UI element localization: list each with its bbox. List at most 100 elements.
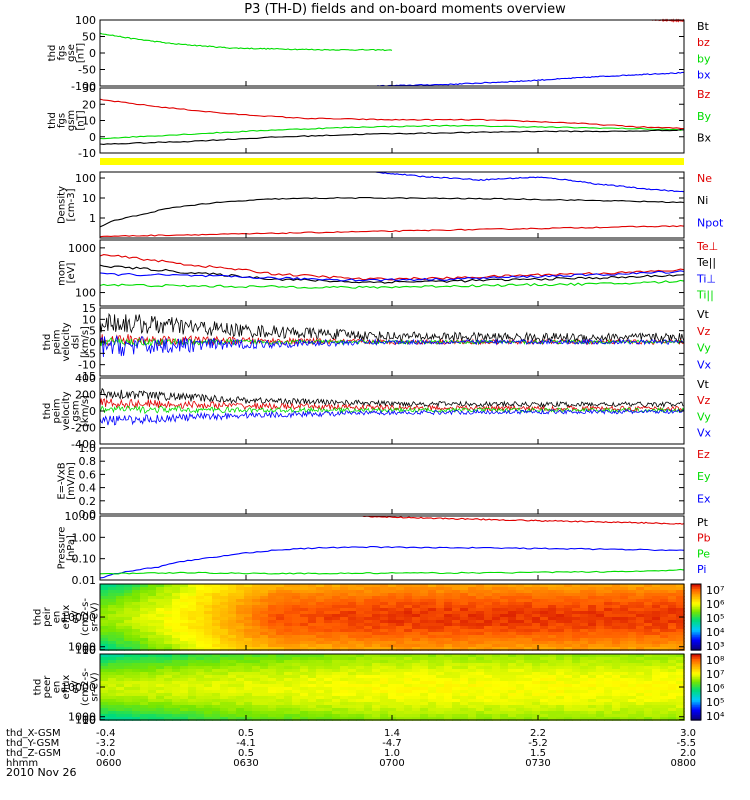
heatmap-cell <box>604 626 613 630</box>
heatmap-cell <box>236 587 245 591</box>
heatmap-cell <box>148 596 157 600</box>
heatmap-cell <box>444 672 453 676</box>
heatmap-cell <box>588 623 597 627</box>
heatmap-cell <box>348 672 357 676</box>
heatmap-cell <box>436 675 445 679</box>
heatmap-cell <box>244 690 253 694</box>
heatmap-cell <box>548 644 557 648</box>
heatmap-cell <box>564 687 573 691</box>
heatmap-cell <box>460 711 469 715</box>
heatmap-cell <box>348 647 357 651</box>
heatmap-cell <box>596 657 605 661</box>
heatmap-cell <box>324 599 333 603</box>
heatmap-cell <box>148 675 157 679</box>
heatmap-cell <box>436 593 445 597</box>
heatmap-cell <box>164 711 173 715</box>
colorbar-segment <box>691 646 701 649</box>
colorbar-segment <box>691 693 701 696</box>
heatmap-cell <box>636 605 645 609</box>
heatmap-cell <box>500 617 509 621</box>
heatmap-cell <box>356 587 365 591</box>
heatmap-cell <box>452 696 461 700</box>
ephemeris-value: -4.1 <box>236 738 256 749</box>
heatmap-cell <box>476 602 485 606</box>
heatmap-cell <box>532 590 541 594</box>
colorbar-segment <box>691 602 701 605</box>
series-line-1 <box>99 546 685 579</box>
heatmap-cell <box>412 614 421 618</box>
heatmap-cell <box>588 608 597 612</box>
heatmap-cell <box>396 660 405 664</box>
legend-entry: by <box>697 52 711 65</box>
heatmap-cell <box>140 663 149 667</box>
heatmap-cell <box>348 599 357 603</box>
legend-entry: Vx <box>697 427 712 440</box>
legend-entry: Vy <box>697 342 711 355</box>
heatmap-cell <box>196 641 205 645</box>
heatmap-cell <box>284 602 293 606</box>
heatmap-cell <box>284 681 293 685</box>
heatmap-cell <box>212 590 221 594</box>
heatmap-cell <box>564 717 573 721</box>
heatmap-cell <box>284 605 293 609</box>
y-axis-label: peim <box>52 398 63 423</box>
heatmap-cell <box>212 584 221 588</box>
heatmap-cell <box>380 641 389 645</box>
heatmap-cell <box>284 647 293 651</box>
heatmap-cell <box>228 605 237 609</box>
heatmap-cell <box>140 632 149 636</box>
heatmap-cell <box>332 626 341 630</box>
heatmap-cell <box>332 702 341 706</box>
heatmap-cell <box>156 626 165 630</box>
heatmap-cell <box>284 687 293 691</box>
heatmap-cell <box>340 647 349 651</box>
heatmap-cell <box>604 663 613 667</box>
heatmap-cell <box>612 699 621 703</box>
heatmap-cell <box>180 620 189 624</box>
heatmap-cell <box>628 641 637 645</box>
y-tick-label: 1000 <box>68 242 96 255</box>
heatmap-cell <box>628 587 637 591</box>
heatmap-cell <box>404 711 413 715</box>
heatmap-cell <box>484 690 493 694</box>
heatmap-cell <box>436 614 445 618</box>
heatmap-cell <box>524 666 533 670</box>
heatmap-cell <box>372 657 381 661</box>
legend-entry: Bx <box>697 132 712 145</box>
y-tick-label: 100 <box>75 644 96 657</box>
heatmap-cell <box>308 717 317 721</box>
heatmap-cell <box>492 687 501 691</box>
heatmap-cell <box>372 608 381 612</box>
heatmap-cell <box>572 711 581 715</box>
heatmap-cell <box>132 705 141 709</box>
heatmap-cell <box>564 638 573 642</box>
heatmap-cell <box>676 660 685 664</box>
heatmap-cell <box>340 714 349 718</box>
heatmap-cell <box>492 681 501 685</box>
heatmap-cell <box>404 702 413 706</box>
heatmap-cell <box>460 675 469 679</box>
y-tick-label: 0.2 <box>79 495 97 508</box>
heatmap-cell <box>620 647 629 651</box>
heatmap-cell <box>244 635 253 639</box>
heatmap-cell <box>548 620 557 624</box>
ephemeris-row-label: thd_Y-GSM <box>6 738 59 749</box>
heatmap-cell <box>236 654 245 658</box>
heatmap-cell <box>404 696 413 700</box>
heatmap-cell <box>516 657 525 661</box>
heatmap-cell <box>132 675 141 679</box>
heatmap-cell <box>620 611 629 615</box>
colorbar-segment <box>691 696 701 700</box>
heatmap-cell <box>428 638 437 642</box>
ephemeris-value: 0.5 <box>238 748 254 759</box>
heatmap-cell <box>404 669 413 673</box>
colorbar-tick-label: 10⁷ <box>706 668 724 681</box>
heatmap-cell <box>172 596 181 600</box>
heatmap-cell <box>492 705 501 709</box>
y-tick-label: 100 <box>75 14 96 27</box>
heatmap-cell <box>644 663 653 667</box>
heatmap-cell <box>468 608 477 612</box>
heatmap-cell <box>164 626 173 630</box>
heatmap-cell <box>452 644 461 648</box>
heatmap-cell <box>188 632 197 636</box>
